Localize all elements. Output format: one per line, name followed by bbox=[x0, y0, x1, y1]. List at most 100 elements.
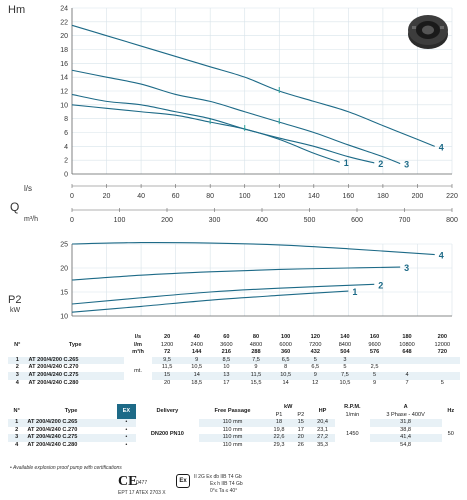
perf-lm-cell: 4800 bbox=[241, 341, 271, 350]
table-cell: 38,8 bbox=[369, 426, 442, 435]
power-curve-3 bbox=[71, 266, 401, 281]
head-curve-label-3: 3 bbox=[404, 160, 409, 170]
row-number: 1 bbox=[8, 419, 26, 427]
unit-ls: l/s bbox=[123, 334, 153, 342]
y-tick-label: 18 bbox=[60, 47, 68, 54]
ex-marking-line3: 0°≤ Ta ≤ 40° bbox=[210, 488, 238, 494]
y-tick-label: 20 bbox=[60, 33, 68, 40]
x-tick-label-ls: 80 bbox=[206, 193, 214, 200]
ex-marker: • bbox=[116, 434, 137, 442]
table-cell: 9 bbox=[359, 379, 390, 388]
table-cell: 110 mm bbox=[198, 419, 267, 427]
table-cell bbox=[424, 364, 460, 372]
head-curve-label-1: 1 bbox=[344, 158, 349, 168]
spec-ex-header: EX bbox=[116, 404, 137, 420]
spec-type-header: Type bbox=[25, 404, 117, 420]
table-row: 3 AT 200/4/240 C.275 • 110 mm 22,6 20 27… bbox=[8, 434, 460, 442]
table-cell: 20 bbox=[152, 379, 182, 388]
table-cell: 19,8 bbox=[266, 426, 292, 435]
power-curve-1 bbox=[71, 290, 349, 313]
ex-marker: • bbox=[116, 441, 137, 450]
table-cell: 5 bbox=[424, 379, 460, 388]
ex-marker: • bbox=[116, 426, 137, 435]
specification-table: N° Type EX Delivery Free Passage kW HP R… bbox=[8, 404, 460, 450]
y-tick-label: 2 bbox=[64, 158, 68, 165]
y-axis-label-p2: P2 bbox=[8, 294, 22, 306]
table-cell: 10,5 bbox=[270, 371, 301, 380]
y-tick-label: 10 bbox=[60, 102, 68, 109]
head-curve-4 bbox=[71, 24, 435, 147]
performance-table: N° Type l/s 20 40 60 80 100 120 140 160 … bbox=[8, 334, 460, 388]
y-tick-label: 22 bbox=[60, 19, 68, 26]
table-cell: 9 bbox=[300, 371, 331, 380]
table-cell: 12 bbox=[300, 379, 331, 388]
table-cell: 6,5 bbox=[270, 356, 301, 365]
x-tick-label-m3h: 400 bbox=[256, 217, 268, 224]
x-tick-label-ls: 100 bbox=[239, 193, 251, 200]
x-tick-label-ls: 20 bbox=[103, 193, 111, 200]
hz-value: 50 bbox=[441, 419, 460, 450]
ce-number: 0477 bbox=[136, 480, 148, 486]
perf-ls-cell: 140 bbox=[330, 334, 360, 342]
x-axis-label-ls: l/s bbox=[24, 184, 32, 193]
table-cell bbox=[389, 356, 425, 365]
table-cell: 7,5 bbox=[330, 371, 360, 380]
power-curve-label-4: 4 bbox=[439, 251, 444, 261]
perf-m3h-cell: 576 bbox=[359, 349, 390, 357]
table-cell: 3 bbox=[330, 356, 360, 365]
head-curve-1 bbox=[71, 104, 340, 163]
y-tick-label: 0 bbox=[64, 172, 68, 179]
row-type: AT 200/4/200 C.265 bbox=[25, 419, 117, 427]
table-cell: 5 bbox=[359, 371, 390, 380]
ex-availability-note: • Available explosion proof pump with ce… bbox=[10, 465, 122, 471]
table-cell: 9 bbox=[181, 356, 212, 365]
table-cell: 31,8 bbox=[369, 419, 442, 427]
table-row: 4 AT 200/4/240 C.280 20 18,5 17 15,5 14 … bbox=[8, 379, 460, 388]
y-tick-label: 8 bbox=[64, 116, 68, 123]
perf-ls-cell: 20 bbox=[152, 334, 182, 342]
perf-ls-cell: 120 bbox=[300, 334, 331, 342]
perf-lm-cell: 6000 bbox=[270, 341, 301, 350]
perf-ls-cell: 80 bbox=[241, 334, 271, 342]
perf-lm-cell: 12000 bbox=[424, 341, 460, 350]
row-type: AT 200/4/240 C.280 bbox=[26, 379, 124, 388]
spec-kw-header: kW bbox=[266, 404, 310, 412]
row-type: AT 200/4/240 C.275 bbox=[26, 371, 124, 380]
perf-m3h-cell: 288 bbox=[241, 349, 271, 357]
table-row: 2 AT 200/4/240 C.270 11,5 10,5 10 9 8 6,… bbox=[8, 364, 460, 372]
y-tick-label: 10 bbox=[60, 314, 68, 321]
table-cell: 26 bbox=[291, 441, 310, 450]
table-cell: 18,5 bbox=[181, 379, 212, 388]
perf-m3h-cell: 720 bbox=[424, 349, 460, 357]
x-tick-label-m3h: 300 bbox=[209, 217, 221, 224]
perf-lm-cell: 10800 bbox=[389, 341, 425, 350]
y-axis-unit-kw: kW bbox=[10, 307, 21, 314]
row-type: AT 200/4/200 C.265 bbox=[26, 356, 124, 365]
table-row: 4 AT 200/4/240 C.280 • 110 mm 29,3 26 35… bbox=[8, 441, 460, 450]
atex-certificate: EPT 17 ATEX 2703 X bbox=[118, 490, 166, 496]
x-tick-label-ls: 40 bbox=[137, 193, 145, 200]
spec-a-header: A bbox=[369, 404, 442, 412]
table-cell bbox=[424, 356, 460, 365]
y-tick-label: 6 bbox=[64, 130, 68, 137]
perf-m3h-cell: 72 bbox=[152, 349, 182, 357]
table-cell: 22,6 bbox=[266, 434, 292, 442]
row-type: AT 200/4/240 C.275 bbox=[25, 434, 117, 442]
perf-m3h-cell: 216 bbox=[211, 349, 242, 357]
table-cell: 2,5 bbox=[359, 364, 390, 372]
table-cell: 41,4 bbox=[369, 434, 442, 442]
table-cell: 5 bbox=[330, 364, 360, 372]
table-cell: 29,3 bbox=[266, 441, 292, 450]
spec-p2-header: P2 bbox=[291, 411, 310, 420]
perf-m3h-cell: 360 bbox=[270, 349, 301, 357]
table-cell: 20 bbox=[291, 434, 310, 442]
perf-ls-cell: 40 bbox=[181, 334, 212, 342]
y-tick-label: 25 bbox=[60, 242, 68, 249]
table-cell bbox=[389, 364, 425, 372]
x-tick-label-ls: 60 bbox=[172, 193, 180, 200]
col-type-header: Type bbox=[26, 334, 124, 357]
unit-lm: l/m bbox=[123, 341, 153, 350]
perf-lm-cell: 2400 bbox=[181, 341, 212, 350]
spec-free-header: Free Passage bbox=[198, 404, 267, 420]
spec-n-header: N° bbox=[8, 404, 26, 420]
